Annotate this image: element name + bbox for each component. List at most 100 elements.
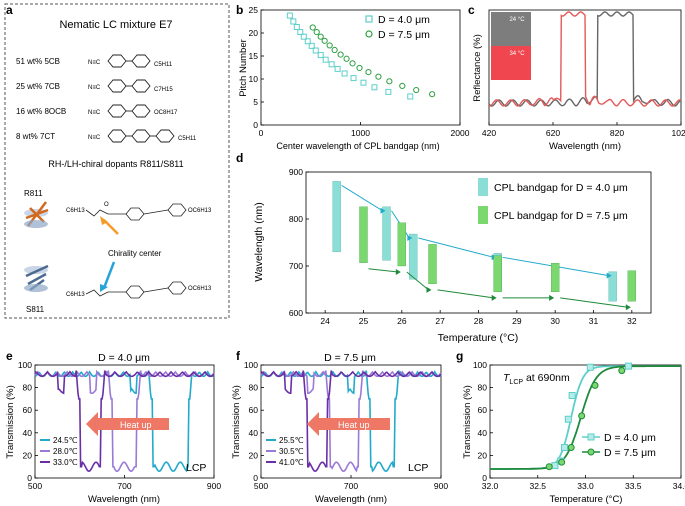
y-tick-label: 60 (249, 405, 259, 415)
y-tick-label: 20 (478, 450, 488, 460)
hexyloxy-group: OC6H13 (188, 208, 212, 214)
benzene-ring (107, 79, 127, 93)
bandgap-bar-d4 (332, 181, 341, 253)
cyano-group: N≡C (88, 110, 101, 116)
component-label: 16 wt% 8OCB (16, 107, 66, 116)
data-point-d75 (317, 33, 324, 40)
x-tick-label: 32.5 (529, 481, 546, 491)
cyano-group: N≡C (88, 85, 101, 91)
panel-a-label: a (6, 3, 13, 17)
data-point-d4 (290, 18, 297, 25)
panel-d-legend: CPL bandgap for D = 4.0 μm CPL bandgap f… (478, 178, 628, 224)
e7-component-2: 25 wt% 7CB N≡C C7H15 (16, 79, 173, 93)
data-point-d4 (300, 33, 307, 40)
data-point-d75 (331, 46, 338, 54)
benzene-ring (131, 104, 151, 118)
arrow-head-icon (426, 286, 432, 293)
data-point-d4 (312, 47, 319, 54)
r811-label: R811 (24, 189, 43, 198)
legend-d4: D = 4.0 μm (604, 432, 656, 444)
x-tick-label: 33.5 (625, 481, 642, 491)
panel-e: e D = 4.0 μm 500 700 900 0 20 40 60 80 100 Heat … (5, 349, 221, 505)
x-tick-label: 31 (589, 316, 599, 326)
y-tick-label: 80 (249, 383, 259, 393)
y-tick-label: 10 (249, 74, 259, 84)
panel-e-pol: LCP (186, 462, 206, 474)
data-point-d4 (564, 415, 572, 423)
dopant-title: RH-/LH-chiral dopants R811/S811 (48, 159, 183, 169)
panel-f-ylabel: Transmission (%) (231, 385, 242, 459)
data-point-d75 (567, 443, 575, 451)
y-tick-label: 60 (478, 405, 488, 415)
alkyl-tail: C5H11 (154, 62, 173, 68)
data-point-d4 (304, 38, 311, 45)
data-point-d4 (385, 88, 392, 95)
legend-circle-icon (365, 30, 373, 38)
panel-c: c 420 620 820 1020 24 °C 34 °C Wavelength (… (468, 3, 685, 152)
trend-arrow (437, 289, 494, 299)
e7-title: Nematic LC mixture E7 (59, 19, 172, 31)
cyano-group: N≡C (88, 135, 101, 141)
transmission-line-2 (34, 370, 215, 473)
heat-up-label: Heat up (338, 420, 370, 430)
legend-square-icon (365, 15, 373, 23)
data-point-d75 (413, 86, 420, 94)
panel-g-annotation: TLCP at 690nm (503, 372, 570, 386)
data-point-d75 (386, 78, 393, 85)
data-point-d4 (371, 84, 378, 91)
e7-component-1: 51 wt% 5CB N≡C C5H11 (16, 54, 173, 68)
legend-t2: 30.5℃ (279, 447, 304, 456)
panel-e-ylabel: Transmission (%) (5, 385, 16, 459)
x-tick-label: 420 (482, 128, 496, 138)
panel-d-xlabel: Temperature (°C) (438, 332, 519, 344)
data-point-d4 (624, 362, 632, 370)
benzene-ring (131, 54, 151, 68)
bandgap-bar-d75 (551, 263, 560, 292)
left-arrow-icon (307, 412, 319, 436)
panel-c-xlabel: Wavelength (nm) (549, 141, 621, 152)
r811-group: R811 C6H13 O OC6H13 (24, 189, 212, 235)
data-point-d4 (560, 443, 568, 451)
tlcp-symbol: T (503, 372, 511, 384)
panel-b-xlabel: Center wavelength of CPL bandgap (nm) (276, 141, 439, 151)
benzene-ring (125, 207, 145, 221)
data-point-d4 (322, 56, 329, 63)
chirality-arrow-down (102, 261, 116, 289)
cyano-group: N≡C (88, 60, 101, 66)
data-point-d4 (317, 52, 324, 59)
bandgap-bar-d75 (627, 270, 636, 302)
data-point-d75 (618, 367, 626, 375)
panel-g-ylabel: Transmission (%) (462, 385, 473, 459)
panel-f-legend: 25.5℃ 30.5℃ 41.0℃ (266, 436, 304, 467)
legend-d4: CPL bandgap for D = 4.0 μm (494, 182, 628, 194)
legend-green-swatch (478, 206, 488, 224)
y-tick-label: 80 (478, 383, 488, 393)
benzene-ring (155, 129, 175, 143)
y-tick-label: 40 (23, 428, 33, 438)
reflectance-34c-line (488, 11, 682, 107)
x-tick-label: 900 (207, 481, 221, 491)
legend-d75: D = 7.5 μm (378, 29, 430, 41)
panel-b-legend: D = 4.0 μm D = 7.5 μm (365, 14, 430, 41)
data-point-d75 (326, 42, 333, 49)
hexyloxy-group: OC6H13 (188, 286, 212, 292)
arrow-head-icon (491, 294, 497, 301)
data-point-d4 (297, 29, 304, 36)
data-point-d4 (360, 79, 367, 86)
component-label: 51 wt% 5CB (16, 57, 60, 66)
y-tick-label: 15 (249, 51, 259, 61)
benzene-ring (167, 281, 187, 295)
alkyl-tail: C5H11 (178, 136, 197, 142)
trend-arrow (406, 271, 429, 291)
y-tick-label: 0 (27, 473, 32, 483)
y-tick-label: 20 (249, 28, 259, 38)
benzene-ring (107, 129, 127, 143)
panel-g-xlabel: Temperature (°C) (550, 494, 623, 505)
x-tick-label: 32 (627, 316, 637, 326)
legend-circle-icon (587, 448, 595, 456)
component-label: 25 wt% 7CB (16, 82, 60, 91)
data-point-d75 (578, 412, 586, 420)
x-tick-label: 1000 (351, 128, 370, 138)
arrow-head-icon (606, 272, 612, 279)
svg-text:O: O (104, 202, 109, 208)
